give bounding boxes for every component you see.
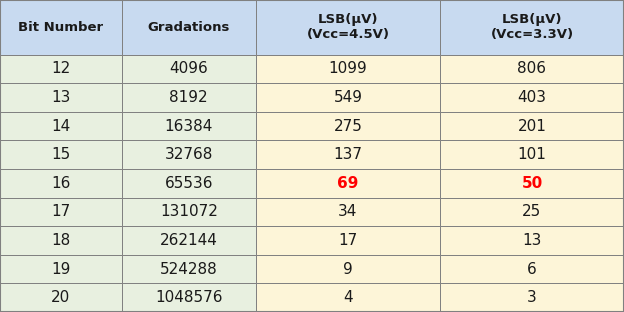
Bar <box>256 0 440 55</box>
Text: 19: 19 <box>51 261 71 277</box>
Bar <box>440 169 624 197</box>
Text: 65536: 65536 <box>165 176 213 191</box>
Text: 16384: 16384 <box>165 119 213 134</box>
Bar <box>256 83 440 112</box>
Bar <box>122 0 256 55</box>
Text: 549: 549 <box>333 90 363 105</box>
Text: 32768: 32768 <box>165 147 213 162</box>
Text: 101: 101 <box>517 147 547 162</box>
Bar <box>256 112 440 140</box>
Bar <box>122 283 256 312</box>
Text: 17: 17 <box>338 233 358 248</box>
Bar <box>0 55 122 83</box>
Bar <box>122 83 256 112</box>
Bar <box>122 140 256 169</box>
Text: 4: 4 <box>343 290 353 305</box>
Text: 1048576: 1048576 <box>155 290 223 305</box>
Bar <box>0 83 122 112</box>
Text: 18: 18 <box>51 233 71 248</box>
Text: 20: 20 <box>51 290 71 305</box>
Bar <box>0 255 122 283</box>
Bar <box>0 140 122 169</box>
Text: 6: 6 <box>527 261 537 277</box>
Text: 69: 69 <box>337 176 359 191</box>
Text: 262144: 262144 <box>160 233 218 248</box>
Bar <box>440 112 624 140</box>
Bar <box>0 112 122 140</box>
Bar <box>440 0 624 55</box>
Text: Gradations: Gradations <box>147 21 230 34</box>
Text: LSB(μV)
(Vcc=4.5V): LSB(μV) (Vcc=4.5V) <box>306 13 389 41</box>
Text: 524288: 524288 <box>160 261 218 277</box>
Bar <box>122 197 256 226</box>
Text: 403: 403 <box>517 90 547 105</box>
Bar <box>0 169 122 197</box>
Text: 34: 34 <box>338 204 358 219</box>
Bar <box>440 255 624 283</box>
Bar <box>122 55 256 83</box>
Text: 275: 275 <box>333 119 363 134</box>
Bar <box>0 226 122 255</box>
Bar <box>440 283 624 312</box>
Bar <box>440 83 624 112</box>
Text: 806: 806 <box>517 61 547 76</box>
Bar <box>256 283 440 312</box>
Text: 8192: 8192 <box>170 90 208 105</box>
Bar <box>0 0 122 55</box>
Bar <box>440 140 624 169</box>
Text: 9: 9 <box>343 261 353 277</box>
Text: 13: 13 <box>522 233 542 248</box>
Bar <box>256 140 440 169</box>
Text: 1099: 1099 <box>328 61 368 76</box>
Bar <box>256 255 440 283</box>
Text: 12: 12 <box>51 61 71 76</box>
Bar <box>256 169 440 197</box>
Bar <box>256 226 440 255</box>
Bar <box>256 55 440 83</box>
Bar <box>256 197 440 226</box>
Bar <box>122 169 256 197</box>
Bar <box>440 226 624 255</box>
Bar <box>122 255 256 283</box>
Text: 201: 201 <box>517 119 547 134</box>
Text: 13: 13 <box>51 90 71 105</box>
Bar <box>0 197 122 226</box>
Bar <box>0 283 122 312</box>
Text: 3: 3 <box>527 290 537 305</box>
Text: 137: 137 <box>333 147 363 162</box>
Text: 4096: 4096 <box>169 61 208 76</box>
Text: 50: 50 <box>521 176 543 191</box>
Bar <box>440 197 624 226</box>
Bar <box>122 226 256 255</box>
Text: 15: 15 <box>51 147 71 162</box>
Text: 131072: 131072 <box>160 204 218 219</box>
Bar <box>440 55 624 83</box>
Text: 25: 25 <box>522 204 542 219</box>
Text: 14: 14 <box>51 119 71 134</box>
Text: LSB(μV)
(Vcc=3.3V): LSB(μV) (Vcc=3.3V) <box>490 13 573 41</box>
Text: 17: 17 <box>51 204 71 219</box>
Text: 16: 16 <box>51 176 71 191</box>
Bar <box>122 112 256 140</box>
Text: Bit Number: Bit Number <box>18 21 104 34</box>
